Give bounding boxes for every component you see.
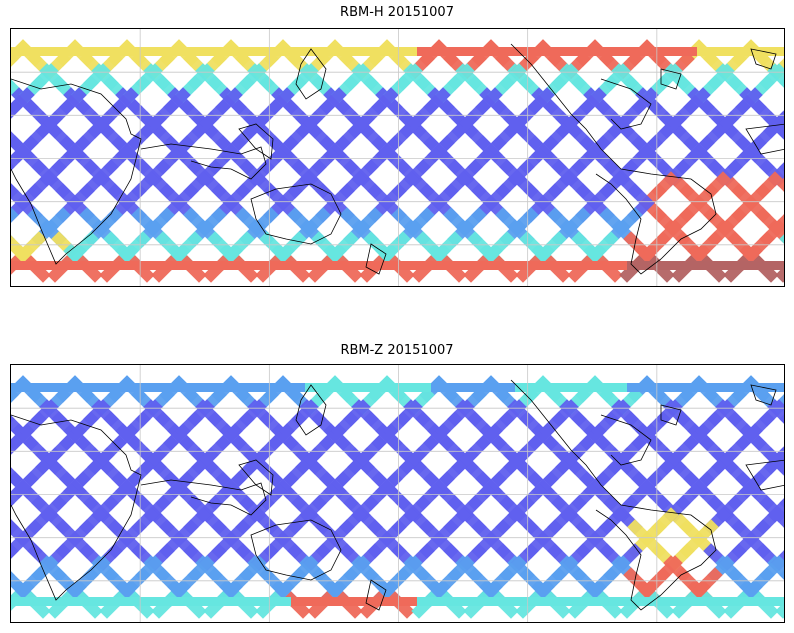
gridlines [11, 365, 784, 622]
coastline [11, 78, 142, 265]
panel-title-rbm-z: RBM-Z 20151007 [340, 343, 454, 358]
panel-title-rbm-h: RBM-H 20151007 [340, 5, 454, 20]
coastline [510, 43, 717, 275]
swath-tracks [11, 39, 784, 283]
map-panel-rbm-z [10, 364, 785, 623]
coastline [365, 579, 387, 611]
map-panel-rbm-h [10, 28, 785, 287]
coastline [750, 384, 777, 406]
coastline [250, 519, 342, 581]
coastline [238, 123, 274, 160]
coastline [295, 48, 327, 100]
track-map-rbm-h [11, 29, 784, 286]
track-map-rbm-z [11, 365, 784, 622]
coastline [238, 459, 274, 496]
coastlines [11, 43, 784, 275]
coastline [660, 404, 682, 426]
coastline [510, 379, 717, 611]
coastline [295, 384, 327, 436]
swath-tracks [11, 375, 784, 619]
coastline [745, 123, 784, 155]
coastline [11, 414, 142, 601]
coastline [365, 243, 387, 275]
coastline [750, 48, 777, 70]
coastline [745, 459, 784, 491]
coastlines [11, 379, 784, 611]
coastline [660, 68, 682, 90]
gridlines [11, 29, 784, 286]
coastline [250, 183, 342, 245]
coastline [600, 78, 652, 130]
coastline [140, 143, 267, 180]
coastline [140, 479, 267, 516]
coastline [600, 414, 652, 466]
